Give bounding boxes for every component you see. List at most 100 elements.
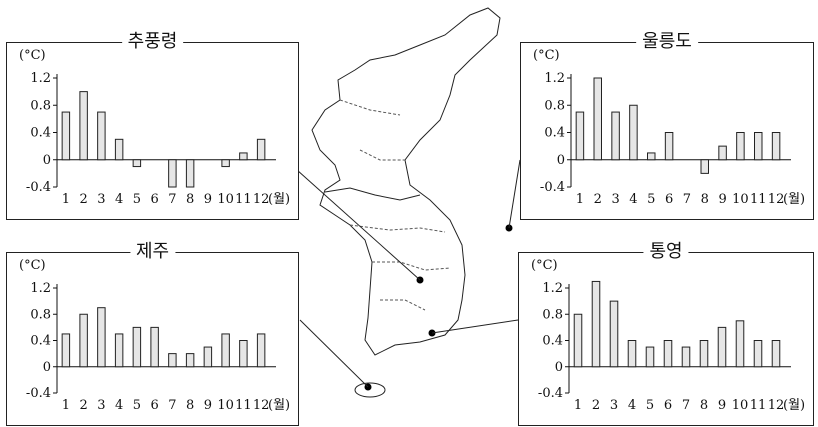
y-tick-label: 0 bbox=[43, 360, 51, 375]
x-tick-label: 7 bbox=[682, 398, 690, 413]
x-tick-label: 3 bbox=[611, 192, 619, 207]
y-tick-label: -0.4 bbox=[26, 180, 51, 195]
x-tick-label: 8 bbox=[186, 398, 194, 413]
bar-month-12 bbox=[771, 132, 781, 161]
x-tick-label: 12 bbox=[768, 192, 785, 207]
bar-month-10 bbox=[736, 132, 745, 161]
bar-month-6 bbox=[664, 132, 674, 161]
y-tick-label: -0.4 bbox=[540, 180, 565, 195]
bar-month-7 bbox=[681, 346, 691, 368]
bar-month-12 bbox=[256, 333, 266, 368]
chart-title: 제주 bbox=[129, 241, 176, 263]
chart-title: 추풍령 bbox=[121, 31, 184, 53]
leader-chupungnyeong bbox=[296, 169, 421, 281]
bar-month-7 bbox=[168, 159, 177, 188]
bar-month-12 bbox=[771, 340, 781, 368]
x-tick-label: 7 bbox=[168, 192, 176, 207]
x-unit-label: (월) bbox=[268, 398, 290, 413]
chart-panel-ulleungdo: (°C) 1.2 0.8 0.4 0 -0.4 1 2 3 4 5 6 7 8 9 10 11 12 (월) 울릉도 bbox=[520, 31, 814, 220]
bar-month-6 bbox=[663, 340, 673, 368]
x-tick-label: 3 bbox=[610, 398, 618, 413]
bar-month-2 bbox=[593, 77, 602, 161]
x-tick-label: 2 bbox=[592, 398, 600, 413]
bar-month-10 bbox=[735, 320, 745, 368]
bar-month-1 bbox=[61, 333, 71, 368]
chart-svg: (°C)1.20.80.40-0.41 2 3 4 5 6 7 8 9 10 11 12(월) bbox=[533, 48, 805, 207]
x-tick-label: 9 bbox=[718, 192, 726, 207]
bar-month-10 bbox=[221, 333, 230, 368]
x-tick-label: 12 bbox=[253, 398, 270, 413]
x-tick-label: 6 bbox=[150, 192, 158, 207]
bar-month-8 bbox=[185, 353, 195, 368]
border-dmz bbox=[324, 187, 421, 201]
bar-month-3 bbox=[609, 300, 619, 368]
x-tick-label: 5 bbox=[133, 192, 141, 207]
x-tick-label: 5 bbox=[133, 398, 141, 413]
bar-month-7 bbox=[168, 353, 177, 368]
x-tick-label: 4 bbox=[115, 398, 123, 413]
x-tick-label: 8 bbox=[700, 398, 708, 413]
x-tick-label: 5 bbox=[647, 192, 655, 207]
x-tick-label: 4 bbox=[115, 192, 123, 207]
peninsula-outline bbox=[311, 7, 501, 356]
y-tick-label: 0.8 bbox=[542, 307, 563, 322]
y-unit-label: (°C) bbox=[531, 258, 558, 273]
leader-jeju bbox=[299, 319, 369, 388]
y-tick-label: 0 bbox=[555, 360, 563, 375]
x-tick-label: 10 bbox=[217, 192, 234, 207]
x-tick-label: 12 bbox=[253, 192, 270, 207]
bar-month-8 bbox=[699, 340, 709, 368]
y-tick-label: 0.4 bbox=[542, 334, 563, 349]
chart-title: 통영 bbox=[643, 241, 689, 263]
y-unit-label: (°C) bbox=[533, 48, 560, 63]
x-tick-label: 10 bbox=[217, 398, 234, 413]
y-tick-label: 1.2 bbox=[542, 281, 563, 296]
bar-month-11 bbox=[753, 340, 763, 368]
province-lines bbox=[339, 99, 451, 311]
x-tick-label: 1 bbox=[576, 192, 584, 207]
bar-month-4 bbox=[114, 333, 124, 368]
chart-svg: (°C)1.20.80.40-0.41 2 3 4 5 6 7 8 9 10 11 12(월) bbox=[531, 258, 805, 413]
bar-month-3 bbox=[97, 307, 106, 368]
bar-month-9 bbox=[717, 326, 727, 368]
bar-month-11 bbox=[239, 340, 248, 368]
x-tick-label: 11 bbox=[750, 192, 767, 207]
x-tick-label: 10 bbox=[732, 398, 749, 413]
x-unit-label: (월) bbox=[783, 398, 805, 413]
x-tick-label: 7 bbox=[683, 192, 691, 207]
x-tick-label: 10 bbox=[732, 192, 749, 207]
y-tick-label: 0.4 bbox=[30, 126, 51, 141]
x-tick-label: 2 bbox=[594, 192, 602, 207]
x-tick-label: 11 bbox=[235, 398, 252, 413]
bar-month-8 bbox=[185, 159, 195, 188]
chart-panel-chupungnyeong: (°C) 1.2 0.8 0.4 0 -0.4 1 2 3 4 5 6 7 8 9 10 11 12 (월) 추풍령 bbox=[6, 31, 299, 220]
x-tick-label: 2 bbox=[79, 398, 87, 413]
bar-month-2 bbox=[79, 91, 88, 161]
x-tick-label: 11 bbox=[235, 192, 252, 207]
y-tick-label: 1.2 bbox=[544, 71, 565, 86]
bar-month-5 bbox=[132, 326, 142, 368]
chart-svg: (°C)1.20.80.40-0.41 2 3 4 5 6 7 8 9 10 11 12(월) bbox=[19, 258, 290, 413]
x-tick-label: 1 bbox=[62, 192, 70, 207]
bar-month-4 bbox=[629, 104, 638, 161]
x-tick-label: 9 bbox=[204, 192, 212, 207]
bar-month-4 bbox=[627, 340, 637, 368]
x-tick-label: 7 bbox=[168, 398, 176, 413]
bar-month-10 bbox=[221, 159, 230, 168]
bar-month-2 bbox=[79, 313, 88, 368]
bar-month-8 bbox=[700, 159, 709, 174]
y-tick-label: 0 bbox=[43, 153, 51, 168]
x-tick-label: 6 bbox=[665, 192, 673, 207]
bar-month-1 bbox=[61, 111, 71, 161]
x-tick-label: 4 bbox=[628, 398, 636, 413]
y-tick-label: 0.4 bbox=[30, 334, 51, 349]
y-tick-label: 1.2 bbox=[30, 71, 51, 86]
y-tick-label: 0.8 bbox=[30, 307, 51, 322]
bar-month-6 bbox=[150, 326, 159, 368]
x-tick-label: 1 bbox=[62, 398, 70, 413]
x-tick-label: 3 bbox=[97, 192, 105, 207]
bar-month-9 bbox=[718, 145, 727, 161]
x-tick-label: 3 bbox=[97, 398, 105, 413]
bar-month-1 bbox=[573, 313, 583, 368]
leader-tongyeong bbox=[431, 319, 519, 334]
